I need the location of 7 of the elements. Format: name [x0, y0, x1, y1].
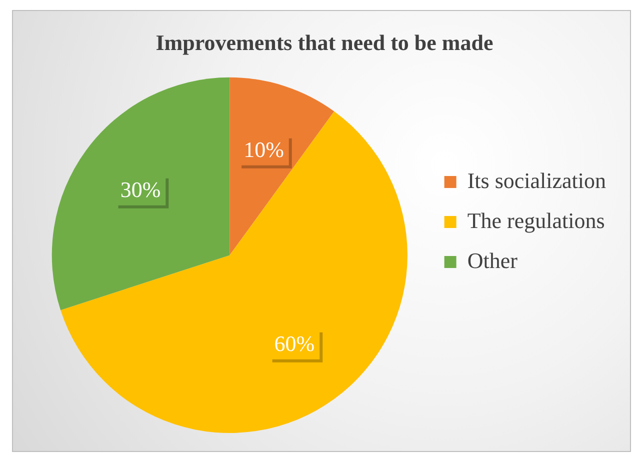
legend-label: Other — [467, 248, 518, 273]
legend-label: The regulations — [467, 208, 605, 233]
data-label: 30% — [120, 177, 161, 202]
chart-title: Improvements that need to be made — [156, 30, 494, 55]
data-label: 60% — [274, 331, 315, 356]
legend-label: Its socialization — [467, 168, 606, 193]
data-label: 10% — [244, 137, 284, 162]
